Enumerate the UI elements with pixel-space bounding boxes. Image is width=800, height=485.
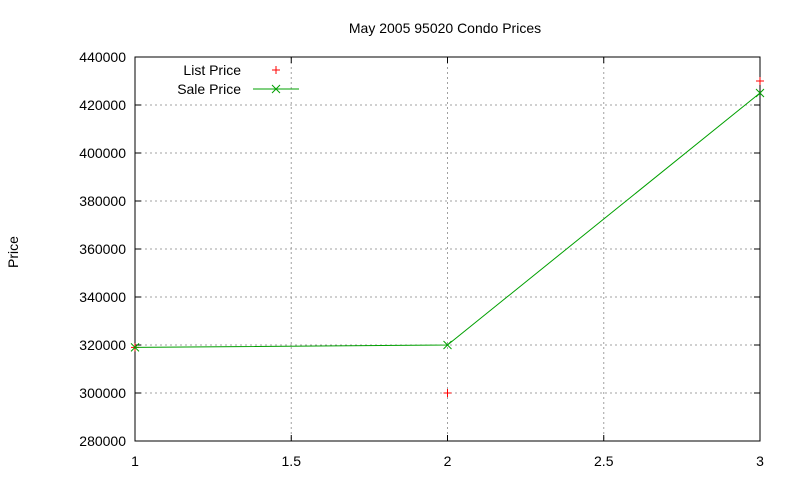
y-axis-label: Price	[5, 236, 21, 268]
series-list-price	[131, 77, 764, 397]
x-tick-label: 2	[444, 453, 452, 469]
x-tick-label: 3	[756, 453, 764, 469]
y-tick-label: 280000	[79, 433, 126, 449]
y-tick-label: 380000	[79, 193, 126, 209]
y-tick-label: 340000	[79, 289, 126, 305]
series-sale-price	[130, 88, 765, 352]
y-tick-label: 300000	[79, 385, 126, 401]
x-tick-label: 1	[131, 453, 139, 469]
x-tick-label: 2.5	[594, 453, 614, 469]
chart-title: May 2005 95020 Condo Prices	[349, 20, 541, 36]
y-tick-label: 320000	[79, 337, 126, 353]
axis-ticks: 280000 300000 320000 340000 360000 380000 4000…	[79, 49, 764, 469]
legend-label: Sale Price	[177, 81, 241, 97]
legend: List Price Sale Price	[177, 62, 299, 97]
grid-lines	[135, 57, 760, 441]
y-tick-label: 400000	[79, 145, 126, 161]
data-series	[130, 77, 765, 397]
x-tick-label: 1.5	[282, 453, 302, 469]
y-tick-label: 360000	[79, 241, 126, 257]
legend-label: List Price	[183, 62, 241, 78]
y-tick-label: 440000	[79, 49, 126, 65]
y-tick-label: 420000	[79, 97, 126, 113]
